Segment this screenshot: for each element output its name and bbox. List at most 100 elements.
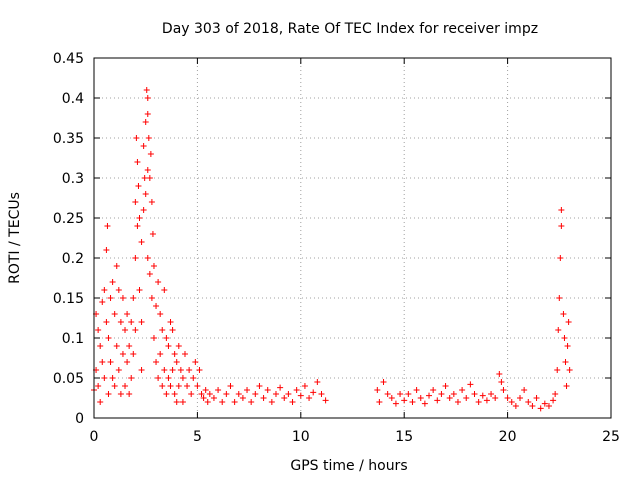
data-point <box>132 199 139 205</box>
data-point <box>145 135 152 141</box>
data-point <box>297 392 304 399</box>
data-point <box>397 391 404 397</box>
data-point <box>186 367 193 373</box>
data-point <box>564 343 571 349</box>
data-point <box>409 399 416 405</box>
y-tick-label: 0.25 <box>53 211 84 227</box>
data-point <box>97 399 104 405</box>
data-point <box>117 319 124 325</box>
y-tick-label: 0.2 <box>62 251 84 267</box>
data-point <box>202 387 209 393</box>
data-point <box>149 231 156 237</box>
data-point <box>392 400 399 407</box>
data-point <box>146 175 153 181</box>
data-point <box>119 295 126 301</box>
data-point <box>554 367 561 373</box>
data-point <box>147 151 154 157</box>
data-point <box>138 239 145 245</box>
data-point <box>566 367 573 373</box>
data-point <box>173 399 180 405</box>
data-point <box>426 392 433 399</box>
data-point <box>252 391 259 397</box>
data-point <box>175 383 182 389</box>
data-point <box>301 383 308 389</box>
data-point <box>107 295 114 301</box>
data-point <box>529 403 536 409</box>
data-point <box>155 375 162 381</box>
y-tick-label: 0.15 <box>53 291 84 307</box>
x-tick-label: 5 <box>193 429 202 445</box>
data-point <box>219 399 226 405</box>
data-point <box>99 299 106 305</box>
data-point <box>144 167 151 173</box>
data-point <box>533 395 540 401</box>
data-point <box>115 287 122 293</box>
data-point <box>122 327 129 333</box>
data-point <box>192 359 199 365</box>
data-point <box>159 383 166 389</box>
y-tick-label: 0 <box>75 411 84 427</box>
data-point <box>103 247 110 253</box>
axis-ticks <box>93 57 612 419</box>
data-point <box>104 223 111 229</box>
data-point <box>194 383 201 389</box>
data-point <box>109 375 116 381</box>
data-point <box>126 343 133 349</box>
data-point <box>177 367 184 373</box>
data-point <box>105 391 112 397</box>
data-point <box>552 391 559 397</box>
data-point <box>138 367 145 373</box>
data-point <box>167 319 174 325</box>
data-point <box>161 287 168 293</box>
y-tick-label: 0.1 <box>62 331 84 347</box>
data-point <box>215 387 222 393</box>
data-point <box>235 391 242 397</box>
data-point <box>430 387 437 393</box>
data-point <box>434 397 441 404</box>
y-tick-label: 0.35 <box>53 131 84 147</box>
data-point <box>190 375 197 381</box>
data-point <box>103 319 110 325</box>
data-point <box>165 343 172 349</box>
data-point <box>157 311 164 317</box>
data-point <box>376 399 383 405</box>
data-point <box>95 383 102 389</box>
data-point <box>134 159 141 165</box>
data-point <box>146 271 153 277</box>
data-point <box>171 391 178 397</box>
data-point <box>421 400 428 407</box>
data-point <box>101 287 108 293</box>
data-point <box>560 311 567 317</box>
data-point <box>153 359 160 365</box>
data-point <box>479 392 486 399</box>
data-point <box>111 311 118 317</box>
data-point <box>483 397 490 404</box>
x-tick-label: 0 <box>90 429 99 445</box>
data-point <box>200 395 207 401</box>
data-point <box>95 327 102 333</box>
data-point <box>171 351 178 357</box>
data-point <box>126 391 133 397</box>
data-point <box>231 399 238 405</box>
data-point <box>179 399 186 405</box>
data-point <box>138 319 145 325</box>
data-point <box>565 319 572 325</box>
data-point <box>413 387 420 393</box>
data-point <box>105 335 112 341</box>
data-point <box>198 391 205 397</box>
data-point <box>264 387 271 393</box>
data-point <box>310 389 317 396</box>
x-tick-label: 25 <box>602 429 620 445</box>
data-point <box>196 367 203 373</box>
data-point <box>159 327 166 333</box>
data-point <box>140 143 147 149</box>
data-point <box>500 387 507 393</box>
data-point <box>555 327 562 333</box>
data-point <box>289 399 296 405</box>
data-point <box>132 327 139 333</box>
data-point <box>563 383 570 389</box>
data-point <box>115 367 122 373</box>
data-point <box>132 255 139 261</box>
